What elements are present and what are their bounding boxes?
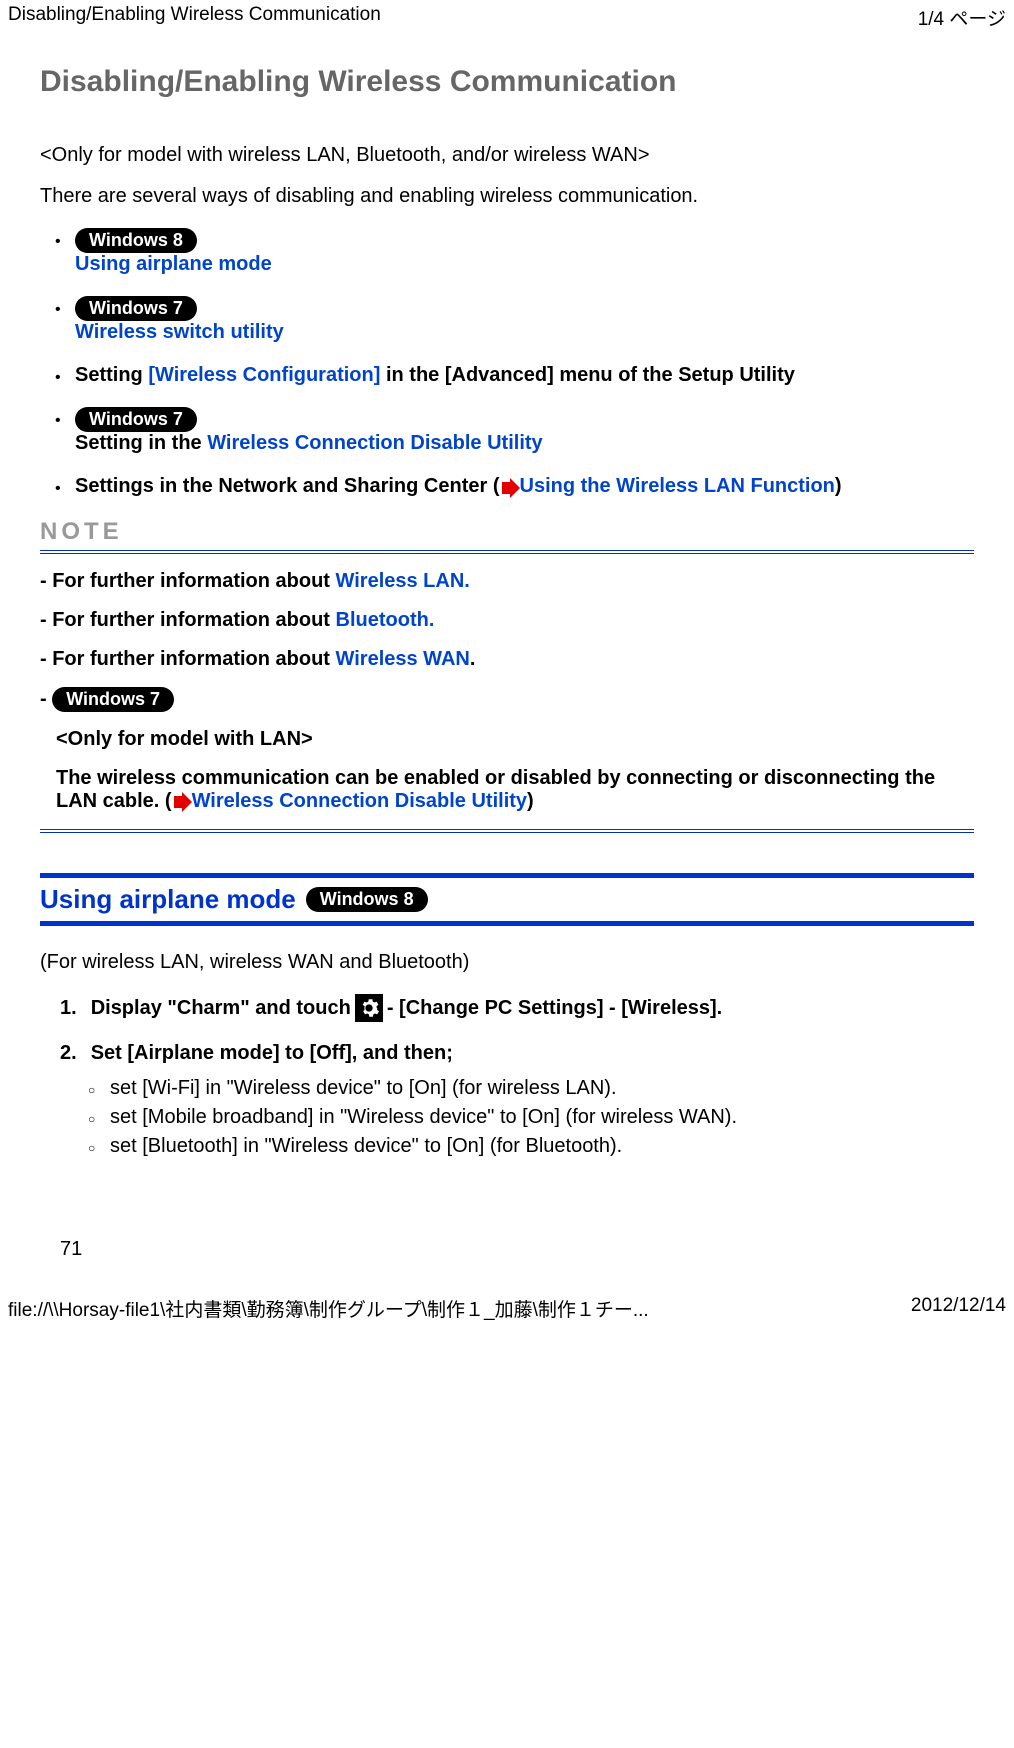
step-2-text: Set [Airplane mode] to [Off], and then; [91, 1042, 453, 1065]
note-lan-text: The wireless communication can be enable… [56, 767, 974, 813]
wcdu-link-2[interactable]: Wireless Connection Disable Utility [192, 790, 527, 812]
page-header: Disabling/Enabling Wireless Communicatio… [0, 0, 1014, 35]
airplane-mode-link[interactable]: Using airplane mode [75, 253, 272, 275]
wlan-link[interactable]: Wireless LAN. [336, 570, 470, 592]
intro-text: There are several ways of disabling and … [40, 185, 974, 208]
methods-list: Windows 8 Using airplane mode Windows 7 … [40, 228, 974, 498]
setting-in-text: Setting in the [75, 432, 207, 454]
windows7-badge-2: Windows 7 [75, 407, 197, 432]
page-number: 71 [0, 1198, 1014, 1281]
note-only-lan: <Only for model with LAN> [56, 728, 974, 751]
note-wwan: - For further information about Wireless… [40, 648, 974, 671]
step-1-text-b: - [Change PC Settings] - [Wireless]. [387, 997, 722, 1020]
step-2-sublist: set [Wi-Fi] in "Wireless device" to [On]… [60, 1077, 974, 1158]
step-2-num: 2. [60, 1042, 77, 1065]
sub-wifi: set [Wi-Fi] in "Wireless device" to [On]… [110, 1077, 974, 1100]
intro-restriction: <Only for model with wireless LAN, Bluet… [40, 144, 974, 167]
note-wwan-prefix: - For further information about [40, 648, 336, 670]
header-title: Disabling/Enabling Wireless Communicatio… [8, 4, 381, 31]
page-footer: file://\\Horsay-file1\社内書類\勤務簿\制作グループ\制作… [0, 1291, 1014, 1330]
note-header: NOTE [40, 518, 974, 546]
main-title: Disabling/Enabling Wireless Communicatio… [40, 65, 974, 99]
section-rule-bottom [40, 921, 974, 926]
note-bt: - For further information about Bluetoot… [40, 609, 974, 632]
step-1: 1. Display "Charm" and touch - [Change P… [60, 994, 974, 1022]
arrow-icon [500, 478, 520, 498]
bluetooth-link[interactable]: Bluetooth. [336, 609, 435, 631]
nsc-prefix: Settings in the Network and Sharing Cent… [75, 475, 500, 497]
wlan-function-link[interactable]: Using the Wireless LAN Function [520, 475, 835, 497]
step-1-num: 1. [60, 997, 77, 1020]
steps-list: 1. Display "Charm" and touch - [Change P… [40, 994, 974, 1158]
note-wlan-prefix: - For further information about [40, 570, 336, 592]
setting-prefix: Setting [75, 364, 148, 386]
sub-bluetooth: set [Bluetooth] in "Wireless device" to … [110, 1135, 974, 1158]
wireless-config-link[interactable]: [Wireless Configuration] [148, 364, 380, 386]
wwan-link[interactable]: Wireless WAN [336, 648, 470, 670]
bullet-nsc: Settings in the Network and Sharing Cent… [75, 475, 974, 498]
note-rule-bottom [40, 829, 974, 833]
header-pageinfo: 1/4 ページ [918, 4, 1006, 31]
section-title: Using airplane mode [40, 884, 296, 915]
sub-mobile: set [Mobile broadband] in "Wireless devi… [110, 1106, 974, 1129]
nsc-close: ) [835, 475, 842, 497]
bullet-airplane: Windows 8 Using airplane mode [75, 228, 974, 276]
footer-path: file://\\Horsay-file1\社内書類\勤務簿\制作グループ\制作… [8, 1295, 649, 1322]
wcdu-link[interactable]: Wireless Connection Disable Utility [207, 432, 542, 454]
wireless-switch-link[interactable]: Wireless switch utility [75, 321, 284, 343]
step-1-text-a: Display "Charm" and touch [91, 997, 351, 1020]
bullet-switch-utility: Windows 7 Wireless switch utility [75, 296, 974, 344]
bullet-wcdu: Windows 7 Setting in the Wireless Connec… [75, 407, 974, 455]
windows7-badge: Windows 7 [75, 296, 197, 321]
note-wlan: - For further information about Wireless… [40, 570, 974, 593]
note-wwan-dot: . [470, 648, 476, 670]
bullet-wireless-config: Setting [Wireless Configuration] in the … [75, 364, 974, 387]
lan-text-suffix: ) [527, 790, 534, 812]
note-dash: - [40, 688, 52, 710]
note-rule-top [40, 550, 974, 554]
setting-suffix: in the [Advanced] menu of the Setup Util… [380, 364, 794, 386]
section-rule-top [40, 873, 974, 878]
note-bt-prefix: - For further information about [40, 609, 336, 631]
windows8-badge-2: Windows 8 [306, 887, 428, 912]
windows8-badge: Windows 8 [75, 228, 197, 253]
arrow-icon-2 [172, 790, 192, 813]
windows7-badge-3: Windows 7 [52, 687, 174, 712]
section-subtitle: (For wireless LAN, wireless WAN and Blue… [40, 951, 974, 974]
note-win7: - Windows 7 [40, 687, 974, 712]
footer-date: 2012/12/14 [911, 1295, 1006, 1322]
content-area: Disabling/Enabling Wireless Communicatio… [0, 35, 1014, 1198]
step-2: 2. Set [Airplane mode] to [Off], and the… [60, 1042, 974, 1065]
section-title-row: Using airplane mode Windows 8 [40, 884, 974, 915]
gear-icon [355, 994, 383, 1022]
